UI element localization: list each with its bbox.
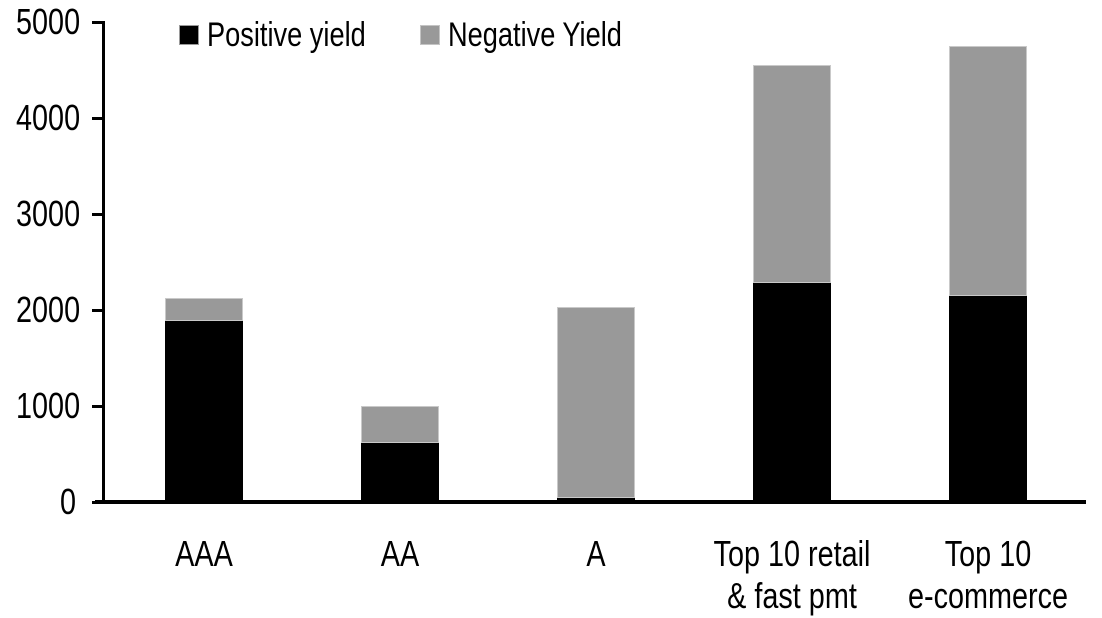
legend-label-positive-yield: Positive yield xyxy=(207,16,366,54)
bar-segment-negative-a xyxy=(557,307,635,498)
bar-segment-negative-aaa xyxy=(165,298,243,321)
bar-segment-positive-a xyxy=(557,497,635,502)
bar-segment-positive-aa xyxy=(361,442,439,502)
x-axis-category-label: Top 10 retail & fast pmt xyxy=(672,533,912,617)
chart-legend: Positive yield Negative Yield xyxy=(180,16,666,54)
y-axis-tick-label: 0 xyxy=(0,482,76,522)
y-axis-tick-label: 5000 xyxy=(0,2,80,42)
x-axis-category-label: AAA xyxy=(84,533,324,575)
negative-yield-swatch-icon xyxy=(421,26,440,44)
bar-segment-negative-top-10-retail xyxy=(753,65,831,284)
y-axis-tick-mark xyxy=(92,212,105,216)
x-axis-category-label: A xyxy=(476,533,716,575)
bar-segment-negative-aa xyxy=(361,406,439,443)
x-axis-category-label-line: e-commerce xyxy=(907,575,1069,616)
legend-item-negative-yield: Negative Yield xyxy=(421,16,665,54)
x-axis-category-label-line: AA xyxy=(380,533,420,574)
x-axis-category-label: Top 10 e-commerce xyxy=(868,533,1102,617)
y-axis-tick-label-text: 4000 xyxy=(16,97,81,138)
y-axis-tick-label-text: 5000 xyxy=(16,1,81,42)
y-axis-tick-label-text: 1000 xyxy=(16,385,81,426)
y-axis-tick-label: 2000 xyxy=(0,290,80,330)
y-axis-tick-mark xyxy=(92,308,105,312)
y-axis-tick-mark xyxy=(92,404,105,408)
x-axis-category-label-line: & fast pmt xyxy=(727,575,857,616)
x-axis-line xyxy=(95,500,1086,504)
y-axis-tick-label: 3000 xyxy=(0,194,80,234)
legend-item-positive-yield: Positive yield xyxy=(180,16,405,54)
bar-segment-positive-aaa xyxy=(165,320,243,502)
y-axis-tick-label-text: 3000 xyxy=(16,193,81,234)
y-axis-tick-label: 1000 xyxy=(0,386,80,426)
y-axis-tick-label-text: 2000 xyxy=(16,289,81,330)
bar-segment-negative-top-10 xyxy=(949,46,1027,296)
x-axis-category-label-line: Top 10 xyxy=(944,533,1032,574)
y-axis-line xyxy=(102,22,105,504)
legend-label-negative-yield: Negative Yield xyxy=(448,16,623,54)
x-axis-category-label: AA xyxy=(280,533,520,575)
y-axis-tick-mark xyxy=(92,20,105,24)
x-axis-category-label-line: A xyxy=(586,533,606,574)
bar-segment-positive-top-10 xyxy=(949,295,1027,502)
bar-segment-positive-top-10-retail xyxy=(753,283,831,502)
y-axis-tick-mark xyxy=(92,116,105,120)
x-axis-category-label-line: Top 10 retail xyxy=(713,533,871,574)
positive-yield-swatch-icon xyxy=(180,26,198,44)
y-axis-tick-label-text: 0 xyxy=(59,481,76,522)
x-axis-category-label-line: AAA xyxy=(175,533,233,574)
y-axis-tick-label: 4000 xyxy=(0,98,80,138)
